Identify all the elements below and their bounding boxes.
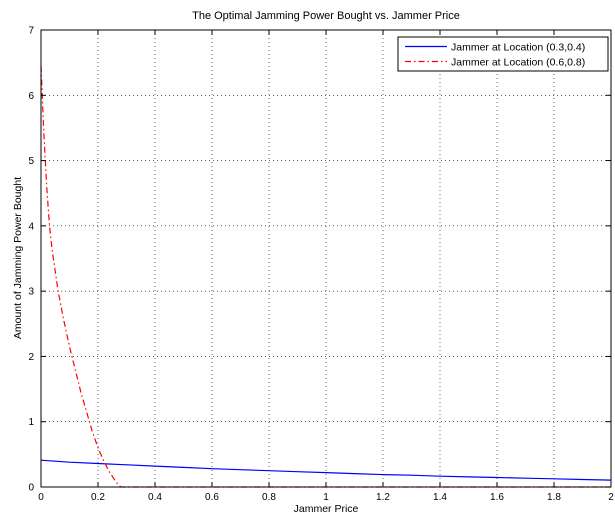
grid-lines	[41, 30, 611, 487]
legend-label-1: Jammer at Location (0.6,0.8)	[451, 57, 585, 69]
axis-ticks	[40, 29, 612, 488]
x-tick-label: 0.4	[148, 492, 162, 503]
y-tick-label: 7	[28, 26, 34, 37]
series-line-0	[40, 459, 612, 481]
x-tick-label: 2	[608, 492, 614, 503]
x-tick-label: 1.4	[433, 492, 447, 503]
y-tick-label: 3	[28, 287, 34, 298]
y-tick-label: 0	[28, 483, 34, 494]
chart-title: The Optimal Jamming Power Bought vs. Jam…	[192, 10, 460, 22]
x-tick-label: 0.8	[262, 492, 276, 503]
series-lines	[40, 65, 612, 488]
x-tick-label: 0.6	[205, 492, 219, 503]
x-axis-label: Jammer Price	[294, 503, 359, 515]
y-axis-label: Amount of Jamming Power Bought	[12, 177, 24, 339]
legend-label-0: Jammer at Location (0.3,0.4)	[451, 42, 585, 54]
series-line-1	[40, 65, 611, 488]
legend-box	[397, 36, 609, 72]
x-tick-label: 1.8	[547, 492, 561, 503]
y-tick-label: 1	[28, 417, 34, 428]
x-tick-label: 1.2	[376, 492, 390, 503]
tick-labels: 0 0.2 0.4 0.6 0.8 1 1.2 1.4 1.6 1.8 2 0 1 2 3 4 5 6 7	[28, 26, 614, 504]
x-tick-label: 0	[38, 492, 44, 503]
x-tick-label: 1.6	[490, 492, 504, 503]
legend: Jammer at Location (0.3,0.4) Jammer at L…	[397, 36, 609, 72]
y-tick-label: 4	[28, 221, 34, 232]
x-tick-label: 1	[323, 492, 329, 503]
y-tick-label: 5	[28, 156, 34, 167]
y-tick-label: 6	[28, 91, 34, 102]
x-tick-label: 0.2	[91, 492, 105, 503]
y-tick-label: 2	[28, 352, 34, 363]
